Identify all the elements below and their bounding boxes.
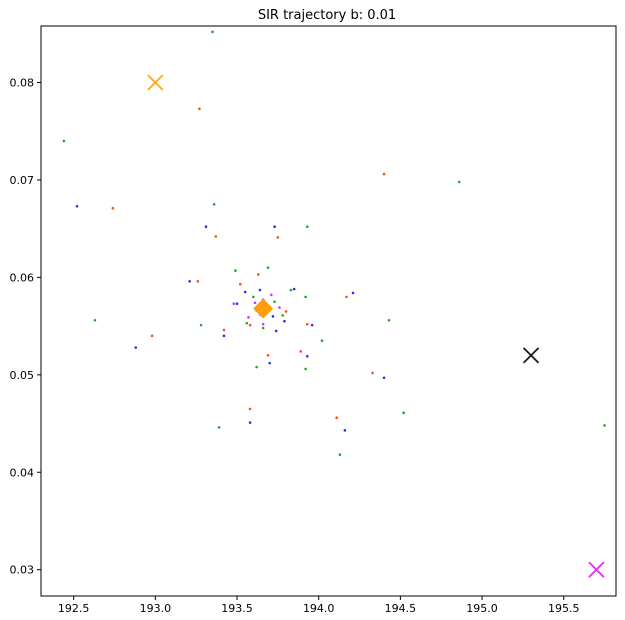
data-point-series-1 xyxy=(212,203,216,206)
chart-title: SIR trajectory b: 0.01 xyxy=(258,8,396,23)
x-marker xyxy=(147,74,164,91)
data-point-series-3 xyxy=(271,315,275,318)
data-point-series-1 xyxy=(387,318,391,322)
data-point-series-3 xyxy=(75,204,79,208)
data-point-series-4 xyxy=(278,306,281,309)
x-marker xyxy=(522,347,540,364)
data-point-series-1 xyxy=(281,314,285,317)
data-point-series-3 xyxy=(292,287,296,291)
data-point-series-3 xyxy=(343,429,347,432)
x-tick-label: 195.5 xyxy=(548,602,580,615)
data-point-series-2 xyxy=(284,310,288,313)
y-tick-label: 0.05 xyxy=(10,369,35,382)
data-point-series-1 xyxy=(62,139,66,143)
data-point-series-3 xyxy=(188,279,191,283)
data-point-series-1 xyxy=(252,295,255,299)
data-point-series-2 xyxy=(335,416,338,419)
x-tick-label: 194.0 xyxy=(303,602,335,615)
data-point-series-1 xyxy=(199,323,203,327)
data-point-series-1 xyxy=(93,318,97,322)
data-point-series-1 xyxy=(603,424,606,427)
data-point-series-2 xyxy=(276,236,280,239)
data-point-series-2 xyxy=(371,371,374,375)
data-point-series-2 xyxy=(266,354,270,357)
data-point-series-3 xyxy=(305,355,309,358)
data-point-series-2 xyxy=(150,334,154,338)
data-point-series-3 xyxy=(222,334,226,338)
data-point-series-1 xyxy=(234,269,237,272)
data-point-series-3 xyxy=(283,319,286,323)
x-tick-label: 193.5 xyxy=(221,602,253,615)
data-point-series-3 xyxy=(258,288,262,292)
data-point-series-4 xyxy=(247,316,250,319)
data-point-series-2 xyxy=(238,282,242,286)
data-point-series-2 xyxy=(196,279,200,283)
data-point-series-1 xyxy=(457,180,461,184)
data-point-series-2 xyxy=(214,235,218,238)
data-point-series-1 xyxy=(289,288,293,292)
data-point-series-3 xyxy=(134,346,138,349)
data-point-series-1 xyxy=(245,321,249,325)
data-point-series-1 xyxy=(320,339,324,343)
data-point-series-2 xyxy=(299,350,303,353)
data-point-series-4 xyxy=(261,322,265,326)
x-tick-label: 193.0 xyxy=(140,602,172,615)
data-point-series-2 xyxy=(198,107,201,111)
data-point-series-1 xyxy=(217,426,221,429)
data-point-series-2 xyxy=(248,323,252,327)
y-tick-label: 0.07 xyxy=(10,174,35,187)
data-point-series-3 xyxy=(204,225,208,229)
data-point-series-4 xyxy=(253,301,257,305)
data-point-series-3 xyxy=(351,291,355,295)
data-point-series-3 xyxy=(382,376,386,380)
data-point-series-1 xyxy=(211,30,214,34)
data-point-series-1 xyxy=(255,365,258,369)
diamond-marker xyxy=(253,298,274,319)
plot-area: 192.5 193.0 193.5 194.0 194.5 195.0 195.5 0.03 0… xyxy=(10,30,606,615)
data-point-series-2 xyxy=(256,273,260,276)
data-point-series-2 xyxy=(345,295,348,299)
data-point-series-1 xyxy=(273,300,276,304)
data-point-series-3 xyxy=(310,323,314,327)
data-point-series-4 xyxy=(270,293,273,297)
data-point-series-1 xyxy=(338,453,342,457)
y-tick-label: 0.03 xyxy=(10,564,35,577)
axes-frame xyxy=(40,25,617,597)
y-tick-label: 0.08 xyxy=(10,77,35,90)
data-point-series-3 xyxy=(273,225,276,229)
data-point-series-2 xyxy=(222,328,226,332)
x-tick-label: 192.5 xyxy=(58,602,90,615)
data-point-series-1 xyxy=(402,411,405,415)
data-point-series-2 xyxy=(305,322,309,326)
data-point-series-1 xyxy=(261,326,265,330)
data-point-series-2 xyxy=(111,206,115,210)
y-tick-label: 0.04 xyxy=(10,466,35,479)
x-marker xyxy=(588,561,605,578)
data-point-series-1 xyxy=(304,367,307,371)
data-point-series-1 xyxy=(266,266,270,269)
data-point-series-2 xyxy=(248,407,252,411)
data-point-series-3 xyxy=(243,290,247,294)
data-point-series-2 xyxy=(382,172,386,176)
x-tick-label: 194.5 xyxy=(385,602,417,615)
data-point-series-3 xyxy=(248,421,252,424)
y-tick-label: 0.06 xyxy=(10,271,35,284)
data-point-series-1 xyxy=(305,225,309,229)
data-point-series-3 xyxy=(268,361,271,365)
data-point-series-3 xyxy=(274,329,278,333)
x-tick-label: 195.0 xyxy=(466,602,498,615)
data-point-series-4 xyxy=(232,302,236,305)
data-point-series-1 xyxy=(304,295,307,299)
data-point-series-3 xyxy=(235,302,239,305)
